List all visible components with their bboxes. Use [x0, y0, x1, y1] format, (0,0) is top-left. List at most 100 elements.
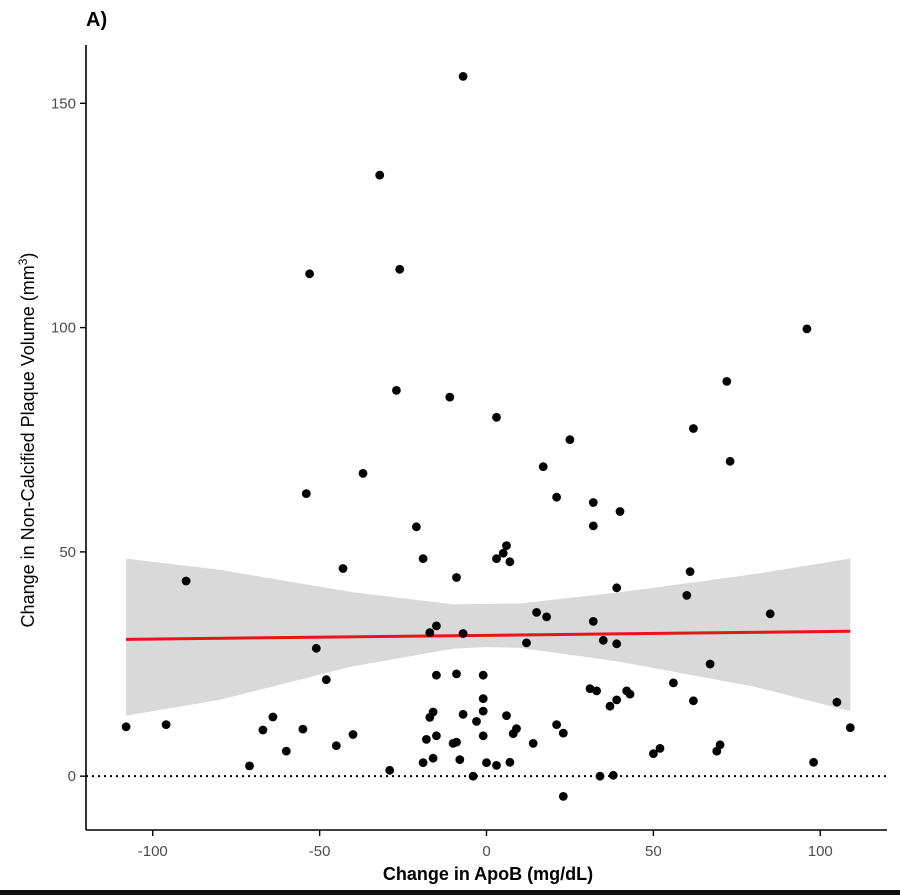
data-point	[472, 717, 481, 726]
data-point	[298, 724, 308, 734]
data-point	[588, 521, 598, 531]
data-point	[528, 739, 538, 748]
x-ticks-layer: -100 -50 0 50 100	[138, 830, 833, 860]
data-point	[598, 635, 608, 645]
data-point	[588, 617, 598, 626]
data-point	[482, 758, 491, 768]
confidence-band	[126, 558, 851, 716]
data-point	[669, 678, 678, 688]
data-point	[625, 689, 635, 699]
data-point	[809, 757, 818, 767]
data-point	[458, 72, 468, 81]
data-point	[552, 720, 561, 729]
data-point	[432, 621, 441, 631]
y-tick-label: 150	[51, 95, 76, 112]
y-axis-title: Change in Non-Calcified Plaque Volume (m…	[16, 253, 38, 628]
data-point	[245, 761, 254, 771]
data-point	[542, 612, 551, 622]
data-point	[425, 628, 435, 637]
bottom-border	[0, 890, 900, 895]
data-point	[428, 753, 438, 763]
data-point	[585, 684, 595, 694]
data-point	[802, 324, 812, 334]
data-point	[452, 669, 461, 679]
data-point	[649, 749, 658, 759]
data-point	[725, 456, 735, 466]
data-point	[715, 740, 725, 750]
data-point	[432, 731, 441, 741]
data-point	[502, 711, 511, 720]
data-point	[502, 541, 511, 550]
data-point	[452, 737, 461, 747]
data-point	[655, 744, 665, 753]
data-point	[478, 706, 488, 716]
data-point	[592, 686, 601, 696]
data-point	[558, 792, 568, 801]
x-axis-title: Change in ApoB (mg/dL)	[383, 864, 593, 884]
regression-line	[126, 629, 851, 641]
data-point	[305, 269, 314, 279]
data-point	[395, 264, 405, 274]
data-point	[612, 639, 622, 649]
x-tick-label: -50	[309, 843, 331, 860]
y-tick-label: 0	[68, 768, 76, 785]
y-axis-title-text: Change in Non-Calcified Plaque Volume (m…	[18, 265, 38, 627]
x-tick-label: 100	[808, 843, 833, 860]
data-point	[845, 723, 855, 733]
data-point	[612, 695, 622, 705]
data-point	[258, 725, 268, 735]
data-point	[452, 573, 461, 582]
data-point	[311, 643, 321, 653]
data-point	[418, 554, 428, 563]
data-point	[682, 591, 692, 600]
data-point	[765, 609, 775, 619]
data-point	[492, 412, 501, 422]
data-point	[685, 567, 695, 576]
data-point	[565, 435, 575, 445]
data-point	[552, 492, 561, 502]
data-point	[498, 548, 508, 558]
data-point	[532, 608, 541, 617]
data-point	[331, 741, 341, 751]
data-point	[418, 758, 428, 768]
data-point	[375, 170, 385, 180]
y-ticks-layer: 0 50 100 150	[51, 95, 86, 785]
x-tick-label: -100	[138, 843, 168, 860]
data-point	[588, 498, 598, 507]
data-point	[458, 629, 468, 638]
data-point	[445, 392, 455, 402]
data-point	[455, 755, 465, 764]
data-point	[432, 670, 441, 680]
data-point	[832, 697, 842, 707]
data-point	[161, 720, 171, 729]
data-point	[615, 507, 625, 516]
data-point	[468, 771, 478, 781]
data-point	[321, 675, 331, 685]
data-point	[538, 462, 548, 472]
data-point	[689, 696, 698, 706]
confidence-band-layer	[126, 558, 851, 716]
data-point	[558, 728, 568, 738]
x-tick-label: 50	[645, 843, 662, 860]
data-point	[281, 746, 291, 756]
data-point	[689, 424, 698, 433]
x-tick-label: 0	[482, 843, 490, 860]
data-point	[348, 730, 358, 739]
data-point	[492, 554, 501, 563]
panel-label: A)	[86, 9, 107, 31]
y-axis-title-close: )	[18, 253, 38, 259]
data-point	[512, 724, 521, 733]
data-point	[595, 771, 605, 781]
data-point	[608, 770, 618, 780]
data-point	[505, 757, 515, 767]
data-point	[705, 659, 715, 669]
data-point	[612, 583, 622, 593]
data-point	[121, 722, 131, 732]
data-point	[338, 564, 348, 573]
data-point	[478, 694, 488, 703]
data-point	[268, 712, 278, 722]
data-point	[478, 731, 488, 741]
data-point	[422, 735, 431, 744]
y-tick-label: 50	[59, 544, 76, 561]
